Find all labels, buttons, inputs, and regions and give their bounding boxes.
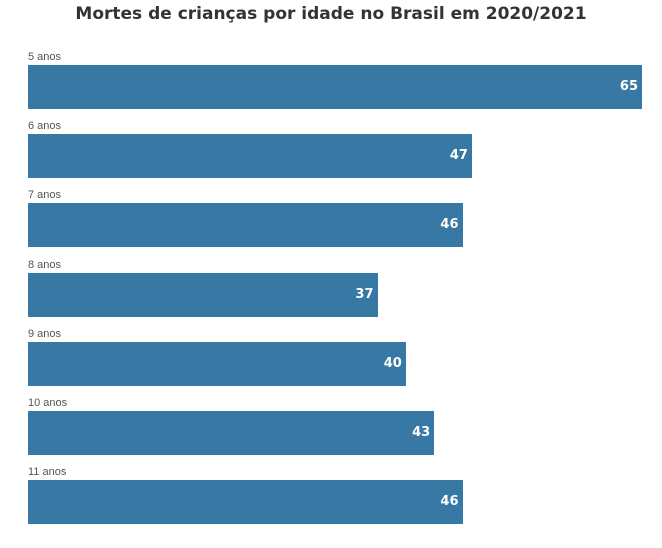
bar-row: 6 anos 47 xyxy=(28,120,642,189)
bar: 46 xyxy=(28,480,463,525)
category-label: 11 anos xyxy=(28,466,67,479)
bar: 43 xyxy=(28,410,435,455)
bar: 65 xyxy=(28,65,642,109)
value-label: 43 xyxy=(412,424,431,440)
value-label: 40 xyxy=(383,355,402,371)
category-label: 5 anos xyxy=(28,51,62,63)
bar-row: 8 anos 37 xyxy=(28,259,642,328)
category-label: 6 anos xyxy=(28,120,62,133)
category-label: 7 anos xyxy=(28,189,62,202)
value-label: 65 xyxy=(619,79,638,94)
bar-rows: 5 anos 65 6 anos 47 7 anos 46 8 anos 37 9 anos 40… xyxy=(28,51,642,535)
value-label: 46 xyxy=(440,217,459,233)
bar: 40 xyxy=(28,341,406,386)
bar: 46 xyxy=(28,203,463,248)
bar-row: 5 anos 65 xyxy=(28,51,642,120)
value-label: 46 xyxy=(440,494,459,510)
value-label: 47 xyxy=(449,148,468,164)
category-label: 8 anos xyxy=(28,258,62,271)
bar: 37 xyxy=(28,272,378,317)
category-label: 9 anos xyxy=(28,327,62,340)
bar-row: 10 anos 43 xyxy=(28,397,642,466)
bar: 47 xyxy=(28,134,472,179)
bar-row: 9 anos 40 xyxy=(28,328,642,397)
value-label: 37 xyxy=(355,286,374,302)
bar-row: 11 anos 46 xyxy=(28,466,642,535)
chart-title: Mortes de crianças por idade no Brasil e… xyxy=(75,4,587,24)
category-label: 10 anos xyxy=(28,396,68,409)
bar-row: 7 anos 46 xyxy=(28,189,642,258)
